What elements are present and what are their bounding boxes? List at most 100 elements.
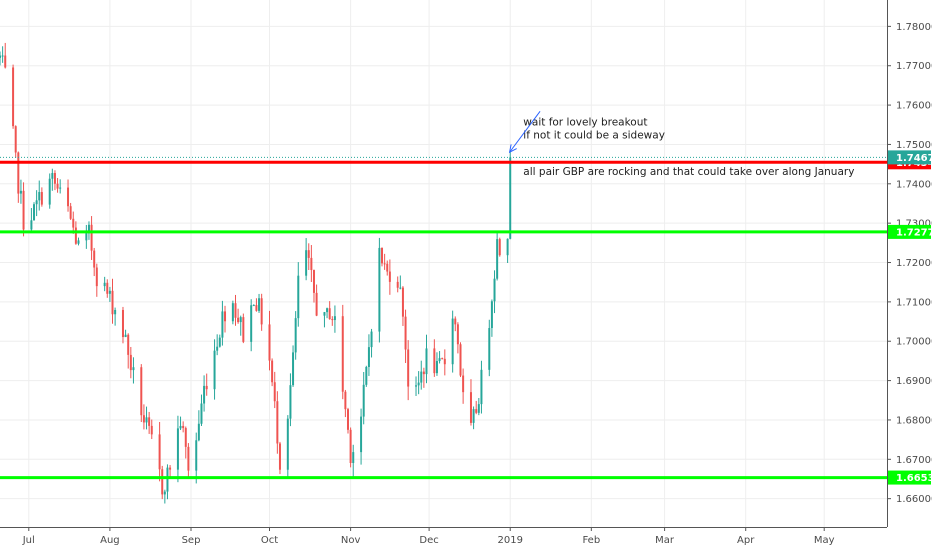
candle-up [19,190,22,194]
annotation-text: if not it could be a sideway [523,129,665,141]
candle-down [456,324,459,345]
candle-down [388,271,391,282]
candle-up [176,428,179,470]
candle-down [462,375,465,393]
candles [0,42,512,504]
x-tick-label: Feb [582,535,600,546]
candle-up [33,204,36,221]
price-axis[interactable]: 1.78000 1.77000 1.76000 1.75000 1.74000 1.730… [887,0,932,527]
candle-up [488,328,491,370]
candle-up [218,337,221,347]
candle-up [297,275,300,319]
price-tags: 1.745461.727781.665361.74671 [888,150,932,485]
candle-up [360,416,363,453]
annotation-text: wait for lovely breakout [523,116,647,128]
candle-down [341,316,344,392]
candle-down [349,429,352,464]
candle-up [370,331,373,348]
candle-down [187,446,190,471]
candle-down [331,319,334,321]
candle-down [242,317,245,342]
candle-down [433,348,436,374]
candle-down [140,367,143,416]
candle-down [234,303,237,318]
candle-down [224,311,227,322]
last-price-tag [888,150,931,165]
candle-down [459,344,462,376]
candle-down [307,250,310,258]
candle-down [161,469,164,495]
candle-up [51,173,54,179]
level-price-tag [888,470,931,485]
candle-up [108,290,111,294]
candle-down [72,218,75,228]
level-price-label: 1.66536 [896,473,932,484]
horizontal-lines [0,156,887,480]
candle-up [480,369,483,405]
candle-up [472,409,475,423]
candle-up [399,287,402,289]
candle-down [498,239,501,256]
candle-up [30,220,33,230]
candle-down [310,257,313,271]
y-tick-label: 1.75000 [896,140,932,151]
x-tick-label: Aug [100,535,120,546]
candle-down [148,417,151,426]
candle-up [323,312,326,316]
annotation-text: all pair GBP are rocking and that could … [523,166,854,178]
candle-up [124,334,127,338]
candle-down [4,55,7,68]
candle-up [197,423,200,441]
x-tick-label: May [814,535,835,546]
candle-up [326,308,329,313]
candle-up [286,418,289,470]
candle-up [438,358,441,362]
y-tick-label: 1.71000 [896,297,932,308]
candle-down [381,247,384,264]
y-tick-label: 1.76000 [896,101,932,112]
candle-down [422,371,425,375]
candle-up [506,238,509,256]
candle-up [77,240,80,244]
candle-up [435,361,438,374]
candle-down [53,173,56,184]
x-tick-label: Sep [182,535,201,546]
candle-up [213,350,216,390]
annotation-arrow[interactable] [509,110,541,153]
time-axis[interactable]: Jul Aug Sep Oct Nov Dec 2019 Feb Mar Apr May [0,527,887,546]
level-price-tag [888,224,931,239]
candle-down [142,415,145,423]
y-tick-label: 1.73000 [896,219,932,230]
candle-up [415,385,418,387]
candle-up [87,224,90,234]
y-tick-label: 1.68000 [896,415,932,426]
candle-down [40,192,43,205]
candle-up [59,187,62,189]
candle-down [273,382,276,402]
candle-up [367,347,370,367]
candle-down [111,290,114,315]
candle-up [221,311,224,338]
candle-up [365,366,368,385]
last-price-label: 1.74671 [896,153,932,164]
y-tick-label: 1.78000 [896,22,932,33]
candle-up [292,352,295,386]
x-tick-label: Oct [261,535,278,546]
candle-up [378,247,381,332]
candle-up [333,316,336,321]
candle-down [454,318,457,325]
candle-down [255,305,258,311]
candle-down [237,317,240,323]
candle-down [328,308,331,320]
candle-up [239,317,242,323]
candle-down [205,385,208,390]
x-tick-label: Jul [22,535,35,546]
candle-down [276,401,279,444]
candle-down [127,334,130,355]
candle-down [312,270,315,293]
candle-down [404,316,407,350]
candle-up [163,491,166,495]
candle-down [401,287,404,317]
candle-down [441,358,444,360]
